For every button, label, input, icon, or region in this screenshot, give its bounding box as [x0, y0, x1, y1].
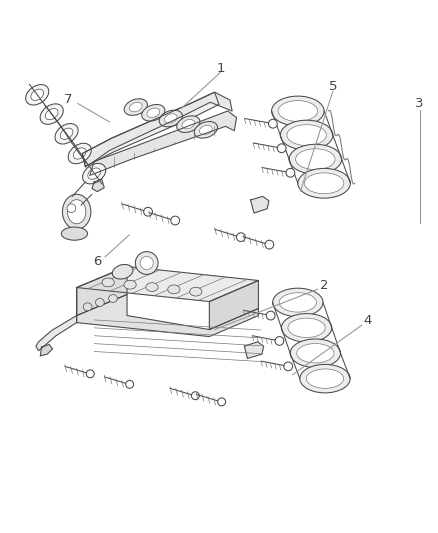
Text: 3: 3 [415, 97, 424, 110]
Polygon shape [251, 197, 269, 213]
Circle shape [218, 398, 226, 406]
Ellipse shape [45, 108, 58, 120]
Circle shape [286, 168, 295, 177]
Text: 7: 7 [64, 93, 72, 106]
Ellipse shape [177, 116, 200, 132]
Polygon shape [82, 92, 232, 167]
Ellipse shape [83, 303, 92, 311]
Circle shape [140, 256, 153, 270]
Ellipse shape [272, 96, 324, 126]
Ellipse shape [40, 104, 63, 124]
Ellipse shape [112, 264, 133, 279]
Ellipse shape [60, 128, 73, 140]
Ellipse shape [306, 369, 344, 389]
Ellipse shape [289, 144, 342, 174]
Text: 5: 5 [328, 79, 337, 93]
Ellipse shape [102, 278, 114, 287]
Ellipse shape [164, 114, 177, 123]
Ellipse shape [67, 200, 86, 224]
Polygon shape [77, 266, 258, 302]
Ellipse shape [141, 104, 165, 121]
Ellipse shape [55, 124, 78, 144]
Ellipse shape [147, 108, 160, 117]
Ellipse shape [168, 285, 180, 294]
Ellipse shape [124, 280, 136, 289]
Polygon shape [77, 266, 127, 316]
Ellipse shape [26, 85, 49, 105]
Ellipse shape [279, 293, 317, 312]
Circle shape [67, 204, 76, 213]
Ellipse shape [300, 365, 350, 393]
Ellipse shape [290, 339, 341, 367]
Ellipse shape [272, 288, 323, 317]
Polygon shape [77, 295, 258, 336]
Ellipse shape [304, 173, 344, 193]
Ellipse shape [68, 143, 91, 164]
Ellipse shape [61, 227, 88, 240]
Ellipse shape [278, 101, 318, 122]
Circle shape [266, 311, 275, 320]
Polygon shape [209, 280, 258, 329]
Ellipse shape [190, 287, 202, 296]
Ellipse shape [88, 168, 101, 179]
Circle shape [144, 207, 152, 216]
Ellipse shape [73, 148, 86, 159]
Polygon shape [244, 342, 264, 359]
Circle shape [277, 144, 286, 152]
Ellipse shape [109, 295, 117, 302]
Polygon shape [92, 179, 104, 191]
Text: 1: 1 [216, 62, 225, 75]
Polygon shape [40, 344, 53, 356]
Ellipse shape [297, 344, 334, 363]
Ellipse shape [146, 282, 158, 292]
Text: 4: 4 [364, 314, 372, 327]
Ellipse shape [296, 149, 335, 169]
Ellipse shape [83, 164, 106, 184]
Circle shape [265, 240, 274, 249]
Circle shape [191, 392, 199, 400]
Ellipse shape [280, 120, 333, 150]
Ellipse shape [199, 125, 212, 134]
Ellipse shape [31, 89, 44, 100]
Ellipse shape [194, 122, 218, 138]
Ellipse shape [287, 125, 326, 146]
Circle shape [284, 362, 293, 371]
Polygon shape [82, 92, 219, 167]
Ellipse shape [288, 318, 325, 337]
Circle shape [237, 233, 245, 241]
Ellipse shape [159, 110, 183, 127]
Polygon shape [90, 111, 237, 175]
Ellipse shape [182, 119, 195, 129]
Circle shape [135, 252, 158, 274]
Text: 2: 2 [320, 279, 328, 292]
Text: 6: 6 [93, 255, 102, 268]
Circle shape [86, 370, 94, 378]
Ellipse shape [62, 194, 91, 229]
Circle shape [171, 216, 180, 225]
Circle shape [268, 119, 277, 128]
Ellipse shape [129, 102, 142, 112]
Circle shape [275, 336, 284, 345]
Ellipse shape [298, 168, 350, 198]
Circle shape [126, 381, 134, 388]
Ellipse shape [95, 298, 104, 306]
Polygon shape [36, 287, 77, 351]
Ellipse shape [124, 99, 148, 115]
Ellipse shape [281, 313, 332, 342]
